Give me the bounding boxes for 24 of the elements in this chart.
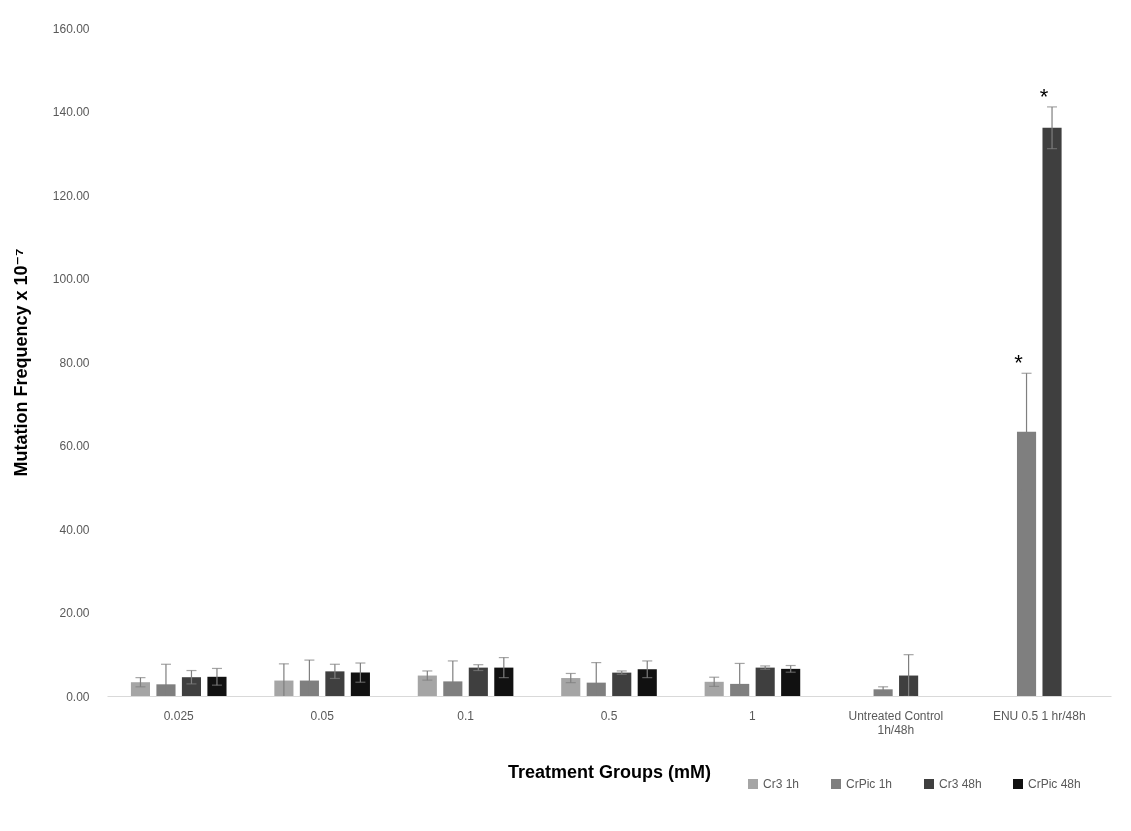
- x-axis-title: Treatment Groups (mM): [507, 761, 712, 782]
- y-tick-label: 60.00: [59, 439, 90, 453]
- x-tick-label: ENU 0.5 1 hr/48h: [992, 708, 1086, 723]
- legend-label: Cr3 48h: [939, 777, 982, 791]
- legend-label: CrPic 48h: [1028, 777, 1081, 791]
- y-tick-label: 100.00: [52, 272, 90, 286]
- y-tick-label: 140.00: [52, 105, 90, 119]
- y-tick-label: 40.00: [59, 522, 90, 537]
- x-tick-label: 1: [749, 708, 757, 723]
- x-tick-label: 0.025: [163, 708, 195, 723]
- legend-label: CrPic 1h: [846, 777, 893, 791]
- y-tick-label: 80.00: [59, 355, 90, 370]
- y-tick-label: 120.00: [52, 188, 90, 203]
- y-axis-title: Mutation Frequency x 10⁻⁷: [10, 248, 31, 477]
- annotation: *: [1039, 83, 1049, 109]
- x-tick-label: 0.5: [600, 708, 618, 723]
- x-tick-label: Untreated Control 1h/48h: [848, 708, 944, 737]
- annotation: *: [1014, 350, 1024, 376]
- y-tick-label: 20.00: [59, 606, 90, 620]
- y-tick-label: 160.00: [52, 21, 90, 36]
- legend-label: Cr3 1h: [763, 777, 800, 791]
- y-tick-label: 0.00: [66, 689, 90, 704]
- x-tick-label: 0.1: [457, 708, 475, 723]
- x-tick-label: 0.05: [310, 708, 335, 723]
